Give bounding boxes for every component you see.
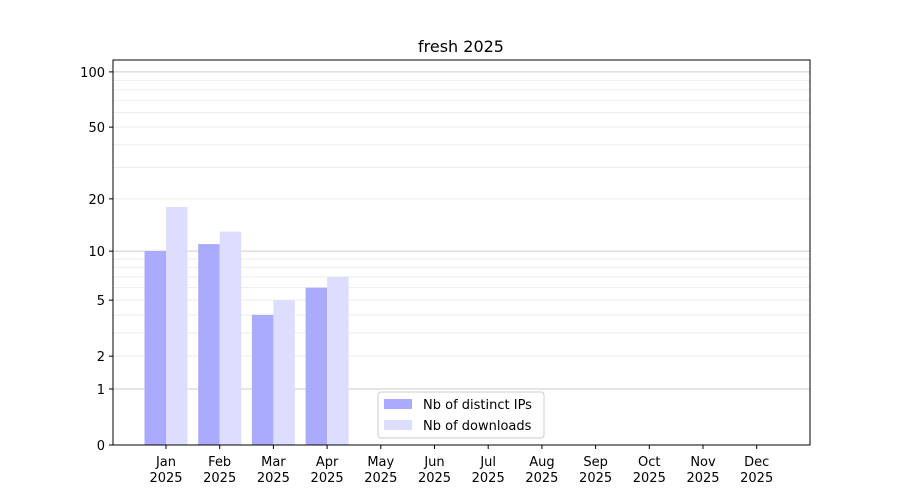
x-tick-label: Jun 2025 [418,455,451,486]
x-tick-label: Apr 2025 [311,455,344,486]
x-tick-label: May 2025 [364,455,397,486]
x-tick-label: Oct 2025 [633,455,666,486]
x-tick-label: Nov 2025 [686,455,719,486]
bar-distinct-ips [305,287,328,445]
chart-title: fresh 2025 [418,37,504,56]
bar-downloads [273,300,295,445]
bar-downloads [219,231,242,445]
x-tick-label: Feb 2025 [203,455,236,486]
bar-distinct-ips [251,314,274,445]
x-axis: Jan 2025 Feb 2025 Mar 2025 Apr 2025 May 2025 Jun 20… [149,445,773,486]
x-tick-label: Mar 2025 [257,455,290,486]
y-tick-label: 1 [97,383,105,398]
y-tick-label: 2 [97,350,105,365]
y-tick-label: 0 [97,439,105,454]
legend-label-ips: Nb of distinct IPs [423,398,532,413]
legend-label-downloads: Nb of downloads [423,419,532,434]
y-tick-label: 20 [88,193,105,208]
legend: Nb of distinct IPs Nb of downloads [377,391,545,439]
x-tick-label: Jul 2025 [472,455,505,486]
x-tick-label: Dec 2025 [740,455,773,486]
x-tick-label: Aug 2025 [525,455,558,486]
legend-box [377,391,545,439]
plot-frame [112,59,811,446]
legend-swatch-ips [384,399,412,409]
bar-downloads [166,206,188,445]
bar-distinct-ips [198,244,220,445]
x-tick-label: Sep 2025 [579,455,612,486]
bar-distinct-ips [144,251,166,445]
y-tick-label: 5 [97,294,105,309]
bars [144,206,349,445]
bar-downloads [327,276,349,445]
y-axis: 0 1 2 5 10 20 50 100 [80,66,113,454]
y-tick-label: 100 [80,66,105,81]
legend-swatch-downloads [384,420,412,430]
y-tick-label: 50 [88,121,105,136]
y-tick-label: 10 [88,245,105,260]
x-tick-label: Jan 2025 [149,455,182,486]
